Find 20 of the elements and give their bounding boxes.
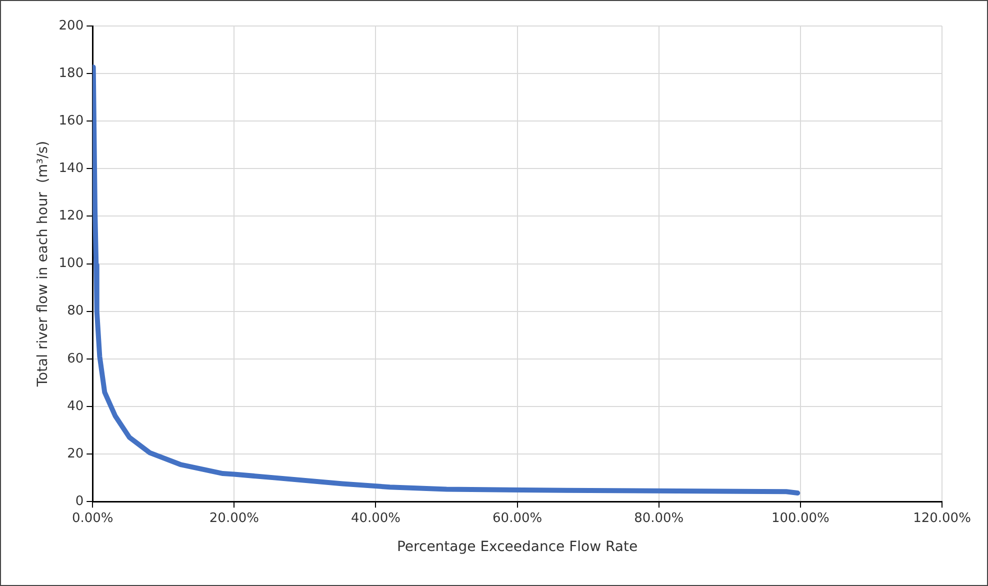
y-tick-label: 180 — [58, 66, 84, 81]
y-tick-label: 0 — [75, 494, 84, 509]
y-tick-label: 80 — [67, 304, 84, 319]
x-axis-title: Percentage Exceedance Flow Rate — [396, 539, 638, 556]
x-tick-label: 80.00% — [634, 510, 684, 526]
y-tick-label: 60 — [67, 351, 84, 366]
y-tick-label: 160 — [58, 113, 84, 128]
y-tick-label: 140 — [58, 161, 84, 176]
y-tick-label: 120 — [58, 208, 84, 224]
y-axis-title: Total river flow in each hour (m³/s) — [35, 140, 52, 388]
y-tick-label: 20 — [67, 446, 84, 462]
x-tick-label: 20.00% — [209, 510, 259, 526]
y-tick-label: 40 — [67, 398, 84, 414]
y-tick-label: 200 — [58, 18, 84, 34]
x-tick-label: 0.00% — [72, 510, 114, 526]
x-tick-label: 40.00% — [350, 510, 401, 526]
x-tick-label: 100.00% — [772, 510, 830, 526]
y-tick-label: 100 — [58, 256, 84, 272]
x-tick-label: 120.00% — [913, 510, 971, 526]
x-tick-label: 60.00% — [492, 510, 542, 526]
